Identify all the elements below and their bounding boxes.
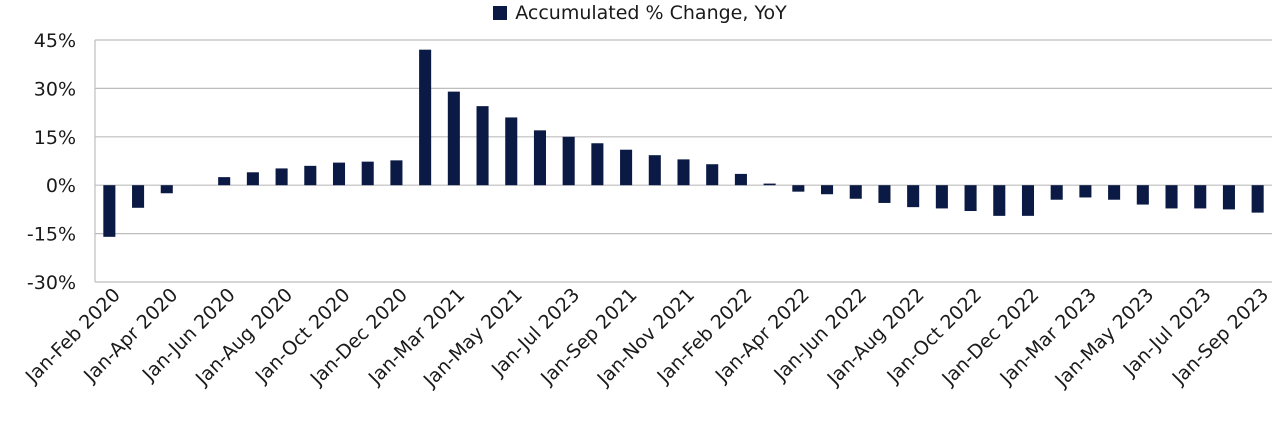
bar bbox=[246, 172, 259, 186]
bar bbox=[763, 183, 776, 186]
bar bbox=[361, 161, 374, 186]
bar bbox=[907, 185, 920, 208]
y-tick-label: 0% bbox=[46, 175, 76, 197]
bar bbox=[160, 185, 173, 194]
bars bbox=[103, 49, 1264, 237]
bar bbox=[1050, 185, 1063, 200]
bar bbox=[706, 164, 719, 186]
y-tick-label: 45% bbox=[34, 30, 76, 52]
bar bbox=[648, 155, 661, 186]
legend: Accumulated % Change, YoY bbox=[0, 2, 1280, 24]
x-tick-label: Jan-Nov 2021 bbox=[593, 284, 700, 391]
legend-swatch bbox=[493, 6, 508, 20]
bar bbox=[103, 185, 116, 237]
y-tick-label: -15% bbox=[27, 224, 76, 246]
bar bbox=[677, 159, 690, 186]
bar bbox=[1108, 185, 1121, 200]
bar bbox=[332, 162, 346, 186]
bar bbox=[620, 149, 633, 186]
y-axis-ticks: -30% -15% 0% 15% 30% 45% bbox=[27, 30, 76, 294]
bar bbox=[505, 117, 518, 186]
bar bbox=[1136, 185, 1149, 205]
bar bbox=[1079, 185, 1092, 198]
legend-label: Accumulated % Change, YoY bbox=[515, 2, 787, 24]
bar bbox=[1222, 185, 1235, 210]
bar bbox=[1251, 185, 1264, 213]
x-tick-label: Jan-May 2023 bbox=[1050, 284, 1158, 392]
bar bbox=[964, 185, 977, 212]
bar bbox=[1165, 185, 1178, 209]
bar bbox=[476, 106, 489, 186]
y-tick-label: 30% bbox=[34, 78, 76, 100]
bar bbox=[993, 185, 1006, 216]
bar bbox=[447, 91, 460, 186]
x-tick-label: Jan-Dec 2022 bbox=[937, 284, 1043, 390]
bar bbox=[591, 143, 604, 186]
bar bbox=[275, 168, 288, 186]
x-tick-label: Jan-May 2021 bbox=[419, 284, 527, 392]
bar bbox=[1021, 185, 1035, 216]
bar bbox=[792, 185, 805, 192]
bar bbox=[935, 185, 948, 209]
bar bbox=[419, 49, 432, 186]
bar bbox=[390, 160, 403, 186]
bar bbox=[878, 185, 891, 203]
bar bbox=[734, 173, 747, 186]
bar bbox=[1194, 185, 1207, 209]
y-tick-label: -30% bbox=[27, 272, 76, 294]
bar bbox=[562, 136, 575, 186]
x-tick-label: Jan-Dec 2020 bbox=[306, 284, 412, 390]
bar bbox=[849, 185, 862, 199]
y-tick-label: 15% bbox=[34, 127, 76, 149]
bar bbox=[132, 185, 145, 208]
bar bbox=[821, 185, 834, 195]
bar bbox=[304, 165, 317, 186]
bar bbox=[218, 177, 231, 186]
bar bbox=[533, 130, 546, 186]
